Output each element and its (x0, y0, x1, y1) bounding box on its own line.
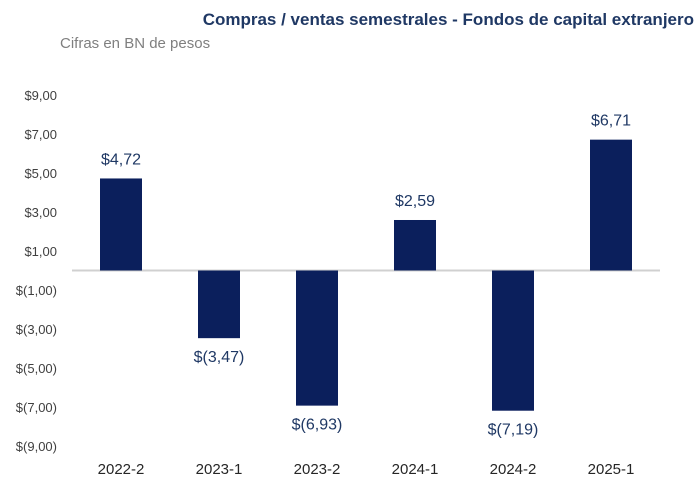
x-tick-label: 2025-1 (588, 461, 635, 478)
data-label: $(3,47) (194, 349, 245, 366)
y-tick-label: $(1,00) (16, 283, 57, 298)
y-tick-label: $(7,00) (16, 400, 57, 415)
y-tick-label: $7,00 (24, 127, 57, 142)
x-tick-label: 2024-1 (392, 461, 439, 478)
y-tick-label: $(5,00) (16, 361, 57, 376)
chart-title: Compras / ventas semestrales - Fondos de… (202, 10, 694, 29)
data-labels: $4,72 $(3,47) $(6,93) $2,59 $(7,19) $6,71 (101, 113, 631, 439)
x-tick-label: 2023-2 (294, 461, 341, 478)
bar (296, 270, 338, 406)
y-tick-label: $3,00 (24, 205, 57, 220)
bar (100, 178, 142, 271)
x-tick-label: 2024-2 (490, 461, 537, 478)
y-tick-label: $(3,00) (16, 322, 57, 337)
data-label: $2,59 (395, 193, 435, 210)
bar (394, 219, 436, 271)
data-label: $(6,93) (292, 417, 343, 434)
data-label: $(7,19) (488, 422, 539, 439)
y-axis: $9,00 $7,00 $5,00 $3,00 $1,00 $(1,00) $(3,00) $… (16, 88, 57, 454)
data-label: $4,72 (101, 151, 141, 168)
y-tick-label: $9,00 (24, 88, 57, 103)
data-label: $6,71 (591, 113, 631, 130)
bar (198, 270, 240, 339)
x-tick-label: 2022-2 (98, 461, 145, 478)
chart-subtitle: Cifras en BN de pesos (60, 35, 211, 52)
y-tick-label: $(9,00) (16, 439, 57, 454)
bar (492, 270, 534, 411)
y-tick-label: $5,00 (24, 166, 57, 181)
bars (100, 139, 632, 411)
bar (590, 139, 632, 271)
y-tick-label: $1,00 (24, 244, 57, 259)
x-axis: 2022-2 2023-1 2023-2 2024-1 2024-2 2025-1 (98, 461, 635, 478)
x-tick-label: 2023-1 (196, 461, 243, 478)
